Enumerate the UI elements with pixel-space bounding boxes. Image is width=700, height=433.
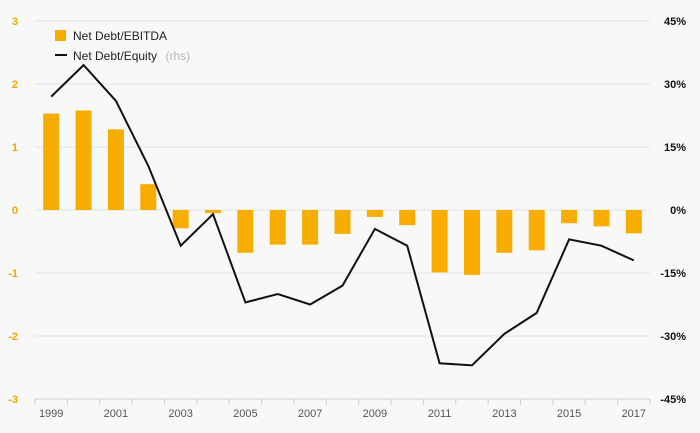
line-path <box>50 63 635 367</box>
right-axis-tick-label: 45% <box>664 16 686 28</box>
right-axis-tick-label: -45% <box>660 394 686 406</box>
left-axis-tick-label: 1 <box>12 142 18 154</box>
left-axis-tick-label: -2 <box>8 331 18 343</box>
bar-series-net-debt-ebitda <box>43 110 642 275</box>
bar <box>496 210 513 253</box>
bar <box>625 210 642 234</box>
bar <box>463 210 480 275</box>
x-axis-tick-label: 2001 <box>104 408 128 420</box>
bar <box>269 210 286 245</box>
bar <box>237 210 254 253</box>
bar <box>593 210 610 227</box>
bar <box>561 210 578 224</box>
right-axis-tick-label: -30% <box>660 331 686 343</box>
right-axis-tick-label: -15% <box>660 268 686 280</box>
x-axis-tick-label: 2015 <box>557 408 581 420</box>
bar <box>172 210 189 229</box>
bar <box>334 210 351 234</box>
legend-line-label: Net Debt/Equity <box>73 49 157 63</box>
x-axis-tick-label: 1999 <box>39 408 63 420</box>
x-axis-tick-label: 2003 <box>168 408 192 420</box>
left-axis-tick-label: 3 <box>12 16 18 28</box>
right-axis-tick-label: 0% <box>670 205 686 217</box>
bar <box>366 210 383 217</box>
bar <box>43 113 60 210</box>
line-series-net-debt-equity <box>50 63 635 367</box>
bar <box>205 210 222 214</box>
bar <box>302 210 319 245</box>
bar <box>528 210 545 251</box>
legend-bar-label: Net Debt/EBITDA <box>73 29 167 43</box>
x-axis-tick-label: 2007 <box>298 408 322 420</box>
right-axis-tick-label: 30% <box>664 79 686 91</box>
x-axis-tick-label: 2013 <box>492 408 516 420</box>
left-axis-tick-label: 0 <box>12 205 18 217</box>
x-axis-tick-label: 2009 <box>363 408 387 420</box>
x-axis-tick-label: 2005 <box>233 408 257 420</box>
left-axis-tick-label: -1 <box>8 268 18 280</box>
bar <box>431 210 448 273</box>
bar <box>399 210 416 226</box>
axes: 3 45% 2 30% 1 15% 0 0% -1 -15% -2 -30% -3 -45% 1999 200… <box>8 16 686 420</box>
x-axis-tick-label: 2011 <box>428 408 452 420</box>
legend-bar-swatch <box>55 30 66 41</box>
left-axis-tick-label: 2 <box>12 79 18 91</box>
legend-line-suffix: (rhs) <box>166 49 191 63</box>
right-axis-tick-label: 15% <box>664 142 686 154</box>
legend-line-text: Net Debt/Equity (rhs) <box>73 47 190 64</box>
bar <box>75 110 92 210</box>
x-axis-tick-label: 2017 <box>622 408 646 420</box>
bar <box>107 129 124 210</box>
left-axis-tick-label: -3 <box>8 394 18 406</box>
legend: Net Debt/EBITDA Net Debt/Equity (rhs) <box>55 29 190 64</box>
bar <box>140 184 157 210</box>
